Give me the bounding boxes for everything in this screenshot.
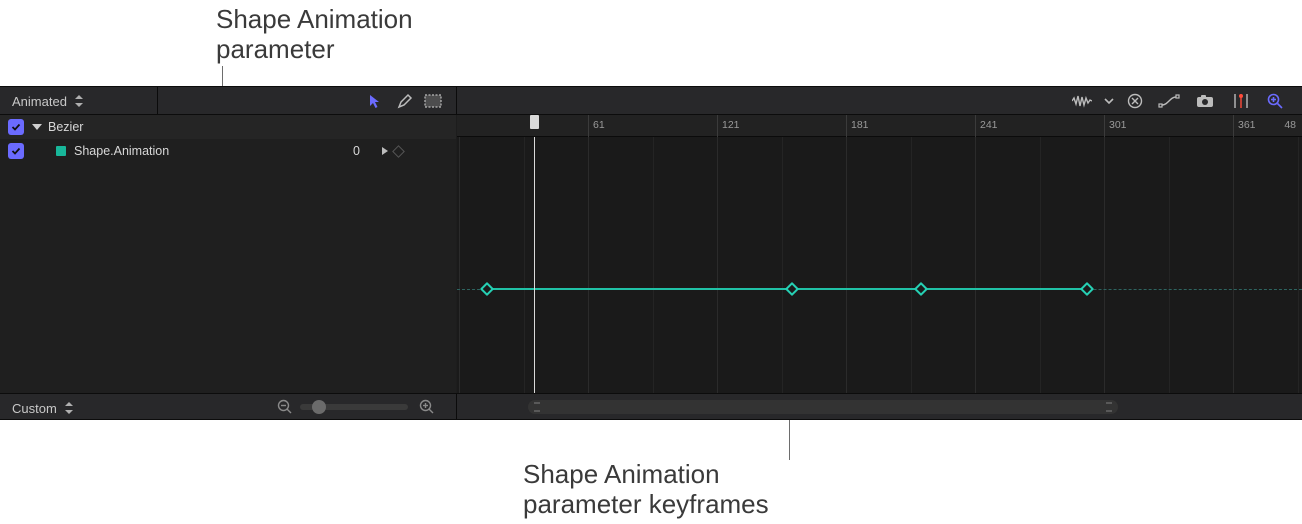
ruler-tick: 61	[588, 115, 605, 137]
zoom-in-icon[interactable]	[418, 398, 436, 416]
keyframe-nav	[382, 147, 422, 156]
panel-divider[interactable]	[456, 87, 457, 114]
curve-icon[interactable]	[1156, 87, 1182, 115]
pencil-tool-icon[interactable]	[392, 87, 418, 115]
curve-mode-label: Custom	[12, 401, 57, 416]
curve-mode-dropdown[interactable]: Custom	[2, 394, 83, 422]
keyframe-marker[interactable]	[1080, 282, 1094, 296]
outline-row-label: Shape.Animation	[74, 144, 169, 158]
gridline	[459, 137, 460, 393]
gridline	[975, 137, 976, 393]
editor-toolbar: Animated	[0, 87, 1302, 115]
gridline-minor	[1298, 137, 1299, 393]
filter-dropdown-label: Animated	[12, 94, 67, 109]
ruler-tick: 121	[717, 115, 740, 137]
disclosure-triangle-icon[interactable]	[32, 124, 42, 130]
gridline	[717, 137, 718, 393]
panel-divider	[456, 394, 457, 419]
outline-row-param[interactable]: Shape.Animation 0	[0, 139, 456, 163]
outline-row-label: Bezier	[48, 120, 83, 134]
graph-area[interactable]	[457, 137, 1302, 393]
next-keyframe-icon[interactable]	[382, 147, 388, 155]
gridline-minor	[911, 137, 912, 393]
ruler-tick: 241	[975, 115, 998, 137]
gridline	[846, 137, 847, 393]
annotation-top: Shape Animation parameter	[216, 4, 413, 64]
scrollbar-grip-right[interactable]	[1106, 402, 1112, 412]
keyframe-marker[interactable]	[480, 282, 494, 296]
keyframe-marker[interactable]	[785, 282, 799, 296]
gridline-minor	[1040, 137, 1041, 393]
ruler-tick: 181	[846, 115, 869, 137]
editor-statusbar: Custom	[0, 393, 1302, 419]
rect-tool-icon[interactable]	[420, 87, 446, 115]
scrollbar-grip-left[interactable]	[534, 402, 540, 412]
updown-icon	[75, 95, 83, 107]
panel-sub-divider	[157, 87, 158, 114]
gridline	[1104, 137, 1105, 393]
gridline-minor	[782, 137, 783, 393]
gridline-minor	[1169, 137, 1170, 393]
zoom-slider[interactable]	[300, 404, 408, 410]
keyframe-editor: Animated Bezier Shape.Animation	[0, 86, 1302, 420]
clear-icon[interactable]	[1122, 87, 1148, 115]
parameter-outline: Bezier Shape.Animation 0	[0, 115, 456, 393]
ruler-tick: 361	[1233, 115, 1256, 137]
audio-icon[interactable]	[1069, 87, 1095, 115]
param-color-swatch	[56, 146, 66, 156]
zoom-slider-thumb[interactable]	[312, 400, 326, 414]
zoom-out-icon[interactable]	[276, 398, 294, 416]
updown-icon	[65, 402, 73, 414]
annotation-bottom: Shape Animation parameter keyframes	[523, 459, 769, 519]
gridline-minor	[524, 137, 525, 393]
visibility-checkbox[interactable]	[8, 143, 24, 159]
camera-icon[interactable]	[1192, 87, 1218, 115]
timeline: 48 61121181241301361421	[457, 115, 1302, 393]
ruler[interactable]: 48 61121181241301361421	[457, 115, 1302, 137]
marker-icon[interactable]	[1228, 87, 1254, 115]
outline-row-group[interactable]: Bezier	[0, 115, 456, 139]
ruler-right-label: 48	[1284, 119, 1296, 131]
gridline	[588, 137, 589, 393]
param-value[interactable]: 0	[320, 144, 360, 158]
playhead-cap[interactable]	[530, 115, 539, 129]
chevron-down-icon[interactable]	[1096, 87, 1122, 115]
keyframe-marker[interactable]	[914, 282, 928, 296]
filter-dropdown[interactable]: Animated	[2, 87, 93, 115]
gridline-minor	[653, 137, 654, 393]
gridline	[1233, 137, 1234, 393]
playhead[interactable]	[534, 137, 535, 393]
ruler-tick: 301	[1104, 115, 1127, 137]
timeline-scrollbar[interactable]	[528, 400, 1118, 414]
zoom-icon[interactable]	[1262, 87, 1288, 115]
visibility-checkbox[interactable]	[8, 119, 24, 135]
select-tool-icon[interactable]	[362, 87, 388, 115]
add-keyframe-icon[interactable]	[392, 145, 405, 158]
